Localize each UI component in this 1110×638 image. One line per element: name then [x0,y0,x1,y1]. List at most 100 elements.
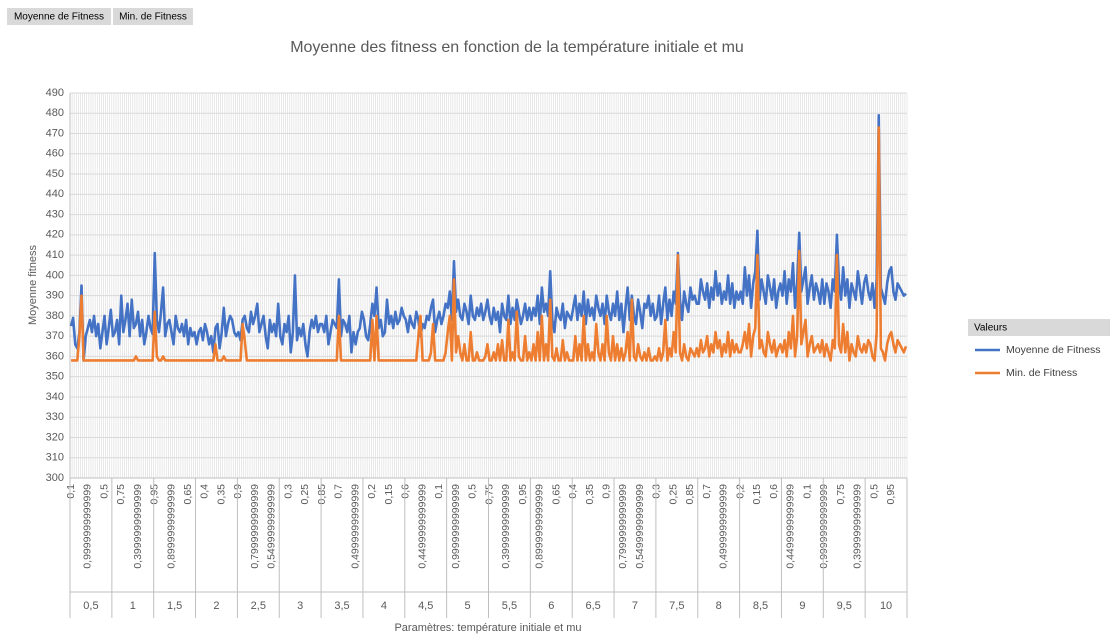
x-tick-label: 0,25 [299,484,311,505]
y-tick-label: 490 [46,87,64,99]
y-tick-label: 320 [46,431,64,443]
x-tick-label: 0,9999999999999 [450,484,462,569]
x-tick-label: 0,75 [483,484,495,505]
y-tick-label: 300 [46,472,64,484]
x-tick-label: 0,9999999999999 [818,484,830,569]
group-label: 7,5 [669,600,684,612]
group-label: 7 [632,600,638,612]
y-tick-label: 450 [46,168,64,180]
x-tick-label: 0,8999999999999 [534,484,546,569]
y-tick-label: 360 [46,350,64,362]
x-tick-label: 0,65 [182,484,194,505]
x-tick-label: 0,85 [316,484,328,505]
x-tick-label: 0,7 [333,484,345,499]
x-tick-label: 0,2 [734,484,746,499]
y-tick-label: 400 [46,269,64,281]
x-tick-label: 0,3999999999999 [132,484,144,569]
x-tick-label: 0,6 [768,484,780,499]
field-button-label[interactable]: Moyenne de Fitness [14,12,104,23]
x-axis-title: Paramètres: température initiale et mu [394,622,581,634]
field-button[interactable] [7,8,111,25]
x-tick-label: 0,6 [400,484,412,499]
x-tick-label: 0,1 [65,484,77,499]
y-tick-label: 480 [46,107,64,119]
x-tick-label: 0,8999999999999 [165,484,177,569]
y-axis-title: Moyenne fitness [27,244,39,325]
group-label: 9 [799,600,805,612]
x-tick-label: 0,3999999999999 [852,484,864,569]
legend-label: Moyenne de Fitness [1006,344,1101,356]
group-label: 4 [381,600,387,612]
group-label: 6,5 [585,600,600,612]
x-tick-label: 0,4 [199,484,211,499]
y-tick-label: 380 [46,310,64,322]
y-tick-label: 390 [46,290,64,302]
x-tick-label: 0,7999999999999 [617,484,629,569]
x-tick-label: 0,75 [835,484,847,505]
group-label: 1,5 [167,600,182,612]
group-label: 8,5 [753,600,768,612]
x-tick-label: 0,95 [149,484,161,505]
y-tick-label: 440 [46,188,64,200]
group-label: 8 [716,600,722,612]
x-tick-label: 0,9 [232,484,244,499]
x-tick-label: 0,95 [885,484,897,505]
x-tick-label: 0,65 [550,484,562,505]
x-tick-label: 0,4499999999999 [785,484,797,569]
x-tick-label: 0,5 [868,484,880,499]
x-tick-label: 0,3 [651,484,663,499]
y-tick-label: 420 [46,229,64,241]
x-tick-label: 0,15 [383,484,395,505]
group-label: 2,5 [251,600,266,612]
y-tick-label: 340 [46,391,64,403]
y-tick-label: 350 [46,371,64,383]
y-tick-label: 460 [46,148,64,160]
y-tick-label: 430 [46,208,64,220]
x-tick-label: 0,25 [667,484,679,505]
y-tick-label: 330 [46,411,64,423]
group-label: 2 [213,600,219,612]
y-tick-label: 370 [46,330,64,342]
x-tick-label: 0,3999999999999 [500,484,512,569]
group-label: 10 [880,600,892,612]
x-tick-label: 0,1 [801,484,813,499]
legend-label: Min. de Fitness [1006,367,1077,379]
x-tick-label: 0,7 [701,484,713,499]
legend-title: Valeurs [974,323,1007,334]
field-button-label[interactable]: Min. de Fitness [119,12,187,23]
x-tick-label: 0,1 [433,484,445,499]
series-line [69,113,907,362]
x-tick-label: 0,9999999999999 [82,484,94,569]
group-label: 3 [297,600,303,612]
group-label: 5 [465,600,471,612]
group-label: 5,5 [502,600,517,612]
x-tick-label: 0,2 [366,484,378,499]
x-tick-label: 0,4999999999999 [718,484,730,569]
group-label: 9,5 [837,600,852,612]
x-tick-label: 0,5499999999999 [634,484,646,569]
x-tick-label: 0,15 [751,484,763,505]
group-label: 0,5 [83,600,98,612]
legend-header [968,319,1110,336]
x-tick-label: 0,5 [98,484,110,499]
x-tick-label: 0,4999999999999 [349,484,361,569]
x-tick-label: 0,9 [601,484,613,499]
group-label: 3,5 [334,600,349,612]
x-tick-label: 0,95 [517,484,529,505]
x-tick-label: 0,5499999999999 [266,484,278,569]
x-tick-label: 0,7999999999999 [249,484,261,569]
x-tick-label: 0,35 [584,484,596,505]
series-line [71,126,908,362]
y-tick-label: 470 [46,127,64,139]
x-tick-label: 0,4499999999999 [416,484,428,569]
group-label: 6 [548,600,554,612]
group-label: 1 [130,600,136,612]
group-label: 4,5 [418,600,433,612]
x-tick-label: 0,35 [215,484,227,505]
x-tick-label: 0,85 [684,484,696,505]
y-tick-label: 410 [46,249,64,261]
x-tick-label: 0,3 [282,484,294,499]
field-button[interactable] [113,8,193,25]
